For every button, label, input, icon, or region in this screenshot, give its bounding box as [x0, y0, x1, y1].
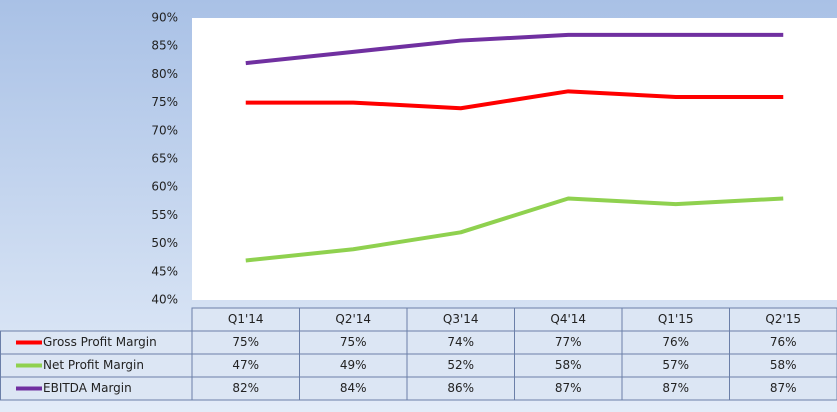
x-tick-label: Q4'14: [550, 312, 586, 326]
data-label: 49%: [340, 358, 367, 372]
y-tick-label: 50%: [151, 236, 178, 250]
x-tick-label: Q3'14: [443, 312, 479, 326]
data-label: 86%: [447, 381, 474, 395]
x-tick-label: Q1'15: [658, 312, 694, 326]
data-label: 58%: [555, 358, 582, 372]
data-label: 84%: [340, 381, 367, 395]
x-tick-label: Q1'14: [228, 312, 264, 326]
y-tick-label: 85%: [151, 39, 178, 53]
y-tick-label: 70%: [151, 123, 178, 137]
series-line: [245, 89, 784, 111]
legend-label: Gross Profit Margin: [43, 335, 157, 349]
y-tick-label: 75%: [151, 95, 178, 109]
y-tick-label: 65%: [151, 152, 178, 166]
legend-label: Net Profit Margin: [43, 358, 144, 372]
table-cell: [729, 376, 837, 401]
x-tick-label: Q2'14: [335, 312, 371, 326]
data-label: 77%: [555, 335, 582, 349]
y-tick-label: 45%: [151, 264, 178, 278]
data-label: 57%: [662, 358, 689, 372]
y-tick-label: 90%: [151, 11, 178, 25]
data-label: 47%: [232, 358, 259, 372]
legend-label: EBITDA Margin: [43, 381, 132, 395]
data-label: 75%: [232, 335, 259, 349]
series-line: [245, 32, 784, 66]
data-label: 87%: [555, 381, 582, 395]
data-label: 52%: [447, 358, 474, 372]
data-label: 76%: [770, 335, 797, 349]
data-label: 58%: [770, 358, 797, 372]
y-tick-label: 40%: [151, 293, 178, 307]
y-tick-label: 55%: [151, 208, 178, 222]
x-tick-label: Q2'15: [765, 312, 801, 326]
data-label: 74%: [447, 335, 474, 349]
y-tick-label: 80%: [151, 67, 178, 81]
data-label: 76%: [662, 335, 689, 349]
data-label: 87%: [662, 381, 689, 395]
data-label: 75%: [340, 335, 367, 349]
series-line: [245, 196, 784, 263]
y-tick-label: 60%: [151, 180, 178, 194]
data-label: 87%: [770, 381, 797, 395]
data-label: 82%: [232, 381, 259, 395]
